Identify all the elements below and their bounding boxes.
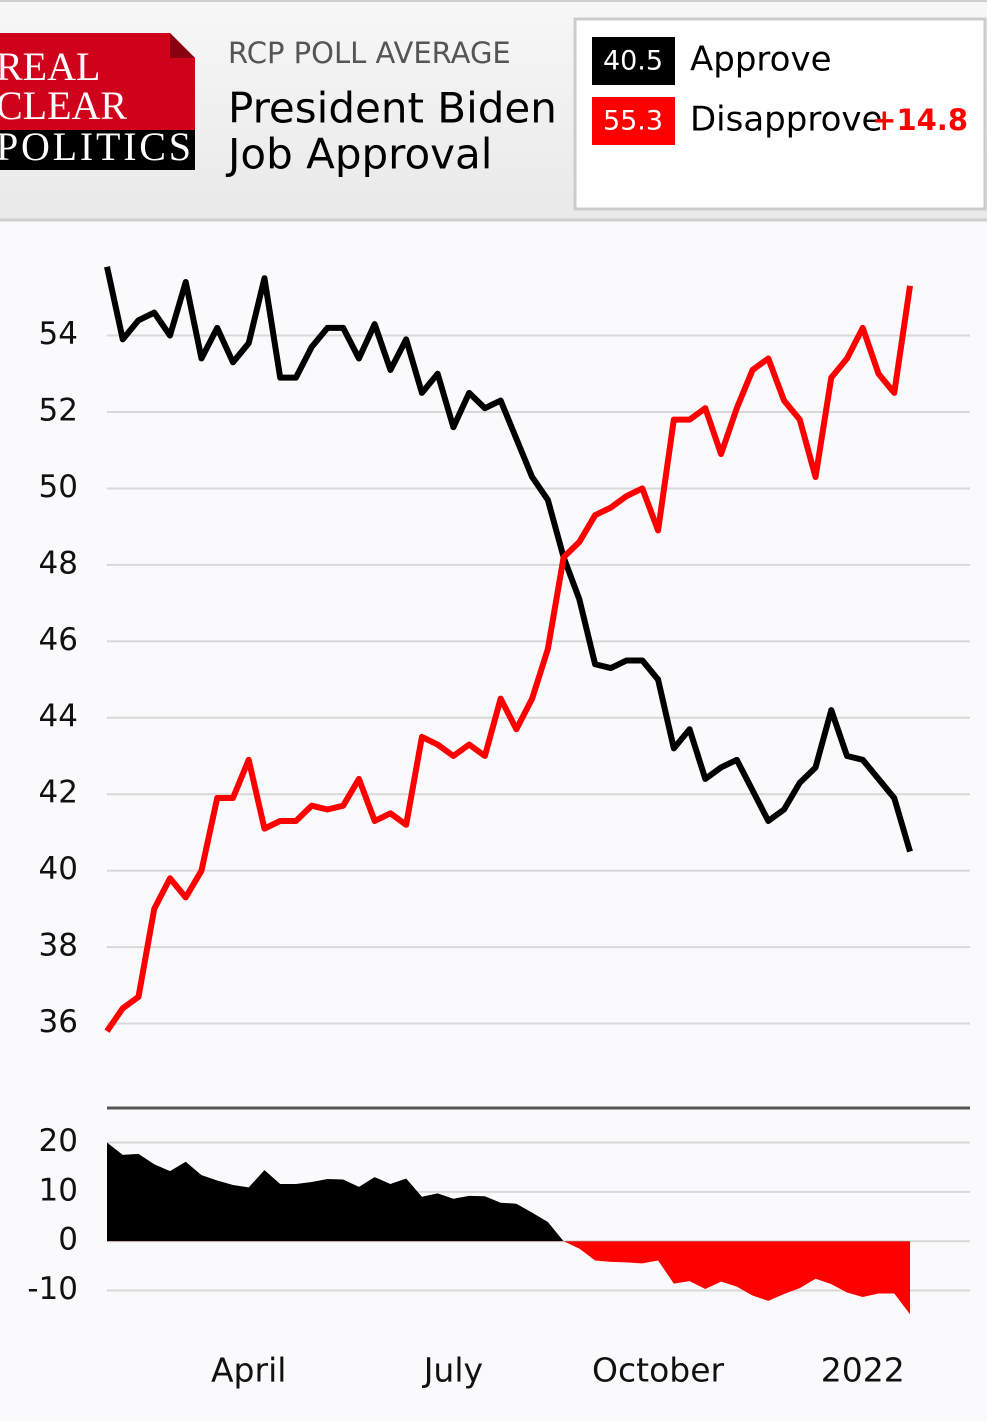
y-tick-label: 44 [39,698,78,734]
y-tick-label: 38 [39,928,78,964]
line [104,285,913,1033]
y-tick-label: 42 [39,775,78,811]
legend-label: Disapprove [690,100,882,140]
y-tick-label: 54 [39,316,78,352]
logo-text: REAL [0,44,100,89]
logo-band [0,130,195,170]
y-tick-label: 52 [39,393,78,429]
kicker: RCP POLL AVERAGE [228,36,511,70]
legend-swatch [592,37,675,85]
chart-title: President Biden [228,84,557,133]
y-tick-label: 20 [39,1123,78,1159]
x-tick-label: 2022 [821,1351,905,1390]
x-tick-label: October [592,1351,724,1390]
y-tick-label: 40 [39,851,78,887]
y-tick-label: 50 [39,469,78,505]
y-tick-label: 36 [39,1004,78,1040]
legend-value: 40.5 [603,46,663,77]
area-positive [107,1142,564,1242]
legend: 40.5 55.3 Approve Disapprove +14.8 [573,17,987,211]
plot: 36 38 40 42 44 46 48 50 52 54 -10 0 10 20 April July Oct… [27,266,970,1390]
x-tick-label: April [211,1351,286,1390]
logo-fold [170,33,195,58]
x-tick-label: July [422,1351,483,1390]
y-tick-label: 48 [39,545,78,581]
legend-value: 55.3 [603,106,663,137]
legend-label: Approve [690,40,832,80]
area-negative [107,1241,910,1315]
y-tick-label: 10 [39,1172,78,1208]
logo-text: POLITICS [0,124,191,169]
legend-swatch [592,97,675,145]
logo-text: CLEAR [0,83,127,128]
y-tick-label: -10 [27,1271,78,1307]
logo: REAL CLEAR POLITICS [0,33,195,170]
line [104,266,913,853]
y-tick-label: 46 [39,622,78,658]
chart-title: Job Approval [225,130,492,179]
spread-label: +14.8 [872,103,968,137]
y-tick-label: 0 [58,1222,78,1258]
